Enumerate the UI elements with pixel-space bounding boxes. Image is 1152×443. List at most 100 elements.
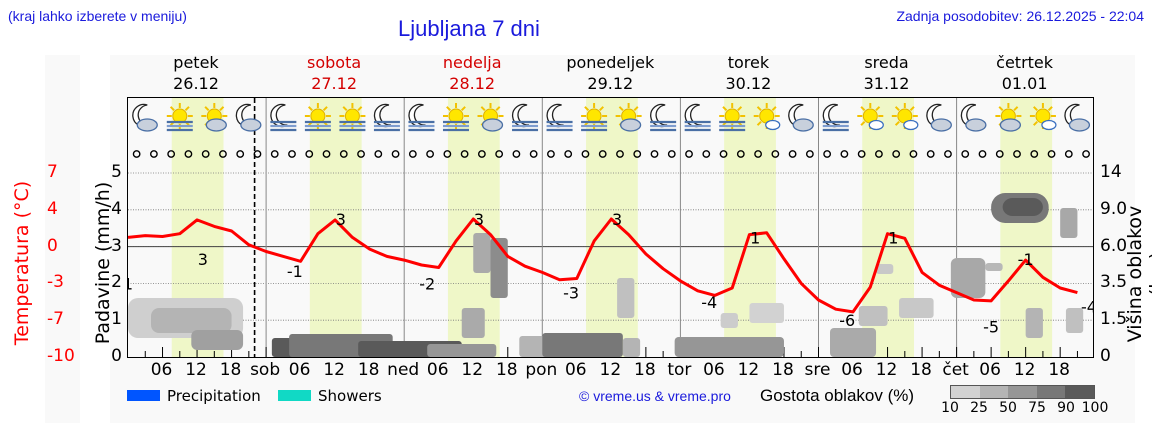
axis-tick: 0 xyxy=(1100,346,1111,366)
moon-fog-icon xyxy=(650,103,677,132)
day-date: 31.12 xyxy=(863,74,910,93)
x-day-label: sre xyxy=(804,360,831,380)
svg-text:3: 3 xyxy=(198,250,208,269)
moon-cloud-icon xyxy=(132,103,158,132)
moon-fog-icon xyxy=(270,103,297,132)
x-hour-label: 12 xyxy=(1013,360,1036,380)
day-name: sobota xyxy=(307,53,362,72)
sun-cloud-icon xyxy=(477,103,504,132)
svg-text:1: 1 xyxy=(750,228,760,247)
sun-fog-icon xyxy=(442,103,469,132)
cloud-density-colorbar xyxy=(950,385,1095,399)
axis-tick: 1 xyxy=(111,309,122,330)
axis-tick: 0 xyxy=(111,346,122,366)
x-hour-label: 06 xyxy=(288,360,311,380)
day-date: 27.12 xyxy=(311,74,357,93)
cloud-density-level: 90 xyxy=(1057,400,1075,416)
day-name: ponedeljek xyxy=(566,53,655,72)
day-header-0: petek 26.12 xyxy=(127,52,265,94)
x-day-label: tor xyxy=(667,360,692,380)
cloud-density-swatch xyxy=(1008,386,1037,398)
temperature-axis-panel xyxy=(45,55,80,423)
temperature-axis-label: Temperatura (°C) xyxy=(11,180,33,346)
cloud-density-level: 25 xyxy=(970,400,988,416)
cloud-density-level: 50 xyxy=(999,400,1017,416)
x-hour-label: 06 xyxy=(564,360,587,380)
plot-canvas: 1 3 -1 3 -2 3 -3 3 -4 1 -6 1 -5 -1 -4 xyxy=(128,98,1093,357)
sun-cloud-icon xyxy=(995,103,1022,132)
day-name: nedelja xyxy=(442,53,502,72)
forecast-plot: 1 3 -1 3 -2 3 -3 3 -4 1 -6 1 -5 -1 -4 xyxy=(127,97,1094,358)
page-title: Ljubljana 7 dni xyxy=(398,16,540,41)
cloud-density-swatch xyxy=(1065,386,1094,398)
axis-tick: 7 xyxy=(47,162,58,182)
day-date: 29.12 xyxy=(587,74,634,93)
x-hour-label: 18 xyxy=(772,360,794,380)
axis-tick: 1.5 xyxy=(1100,309,1128,330)
cloud-density-title: Gostota oblakov (%) xyxy=(760,386,915,405)
axis-tick: 4 xyxy=(111,198,122,219)
x-hour-label: 06 xyxy=(703,360,725,380)
x-hour-label: 18 xyxy=(495,360,518,380)
axis-tick: 4 xyxy=(47,198,58,219)
svg-text:-3: -3 xyxy=(563,284,579,303)
svg-text:1: 1 xyxy=(888,228,898,247)
x-day-label: pon xyxy=(525,360,558,380)
day-header-2: nedelja 28.12 xyxy=(403,52,541,94)
x-hour-label: 06 xyxy=(426,360,449,380)
moon-fog-icon xyxy=(546,103,573,132)
axis-tick: 3.5 xyxy=(1100,272,1128,293)
cloud-density-swatch xyxy=(979,386,1009,398)
sun-cloud-icon xyxy=(201,103,228,132)
day-header-6: četrtek 01.01 xyxy=(956,52,1094,94)
last-updated: Zadnja posodobitev: 26.12.2025 - 22:04 xyxy=(896,8,1144,24)
day-header-4: torek 30.12 xyxy=(679,52,817,94)
moon-cloud-icon xyxy=(960,103,987,132)
x-day-label: ned xyxy=(387,360,420,380)
sun-small-cloud-icon xyxy=(1029,103,1057,131)
axis-tick: -7 xyxy=(47,309,64,330)
svg-text:-2: -2 xyxy=(419,274,435,293)
sun-small-cloud-icon xyxy=(857,103,884,131)
axis-tick: 14 xyxy=(1100,162,1122,182)
x-hour-label: 12 xyxy=(323,360,345,380)
moon-cloud-icon xyxy=(926,103,952,132)
cloud-density-level: 75 xyxy=(1028,400,1046,416)
axis-tick: 5 xyxy=(111,162,122,182)
showers-swatch xyxy=(278,390,311,401)
svg-text:3: 3 xyxy=(336,210,346,229)
day-date: 28.12 xyxy=(449,74,496,93)
moon-fog-icon xyxy=(511,103,539,132)
x-day-label: sob xyxy=(250,360,281,380)
cloud-density-swatch xyxy=(951,386,980,398)
moon-cloud-icon xyxy=(788,103,814,132)
svg-text:-4: -4 xyxy=(701,293,717,312)
moon-cloud-icon xyxy=(1064,103,1091,132)
day-name: torek xyxy=(727,53,770,72)
moon-cloud-icon xyxy=(235,103,262,132)
sun-fog-icon xyxy=(719,103,746,132)
x-hour-label: 18 xyxy=(634,360,656,380)
cloud-density-level: 100 xyxy=(1081,400,1109,416)
axis-tick: -3 xyxy=(47,272,64,293)
day-date: 26.12 xyxy=(173,74,219,93)
cloud-density-swatch xyxy=(1036,386,1066,398)
day-name: sreda xyxy=(864,53,909,72)
copyright-link[interactable]: © vreme.us & vreme.pro xyxy=(579,388,731,404)
day-header-1: sobota 27.12 xyxy=(265,52,403,94)
sun-cloud-icon xyxy=(615,103,642,132)
svg-text:-4: -4 xyxy=(1081,297,1093,316)
axis-tick: 2 xyxy=(111,272,122,293)
cloud-height-axis-label: Višina oblakov (km) xyxy=(1124,205,1152,343)
x-hour-label: 12 xyxy=(185,360,207,380)
day-name: četrtek xyxy=(996,53,1054,72)
x-hour-label: 06 xyxy=(979,360,1001,380)
day-date: 30.12 xyxy=(725,74,772,93)
precipitation-swatch xyxy=(127,390,160,401)
svg-text:-5: -5 xyxy=(983,317,999,336)
axis-tick: 0 xyxy=(47,235,58,256)
day-header-5: sreda 31.12 xyxy=(818,52,956,94)
temperature-line xyxy=(128,217,1078,314)
x-hour-label: 18 xyxy=(910,360,932,380)
svg-text:1: 1 xyxy=(128,274,133,293)
